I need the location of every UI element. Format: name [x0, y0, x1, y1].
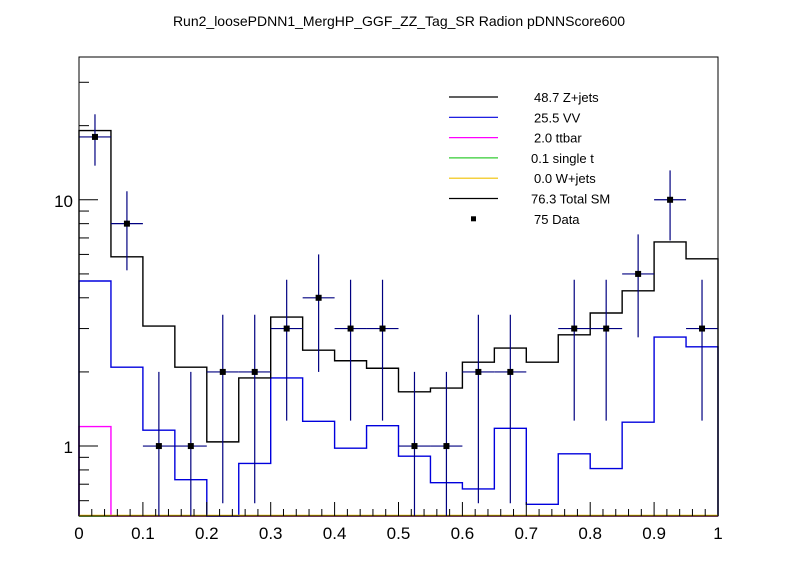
data-marker [251, 368, 258, 375]
data-point [174, 371, 207, 516]
x-tick-label: 0 [74, 524, 83, 543]
legend-label: 0.1 single t [531, 151, 594, 166]
data-point [302, 254, 335, 372]
legend-entry: 0.0 W+jets [449, 171, 596, 186]
data-marker [123, 220, 130, 227]
data-marker [667, 196, 674, 203]
data-marker [187, 443, 194, 450]
data-point [462, 314, 495, 504]
legend-label: 76.3 Total SM [531, 192, 610, 207]
data-marker [475, 368, 482, 375]
data-marker [91, 133, 98, 140]
data-point [686, 279, 718, 421]
data-point [558, 279, 591, 421]
legend-entry: 0.1 single t [449, 151, 594, 166]
data-point [334, 279, 367, 421]
legend-label: 48.7 Z+jets [534, 90, 599, 105]
x-tick-label: 0.9 [642, 524, 666, 543]
legend-label: 25.5 VV [534, 110, 581, 125]
data-marker [603, 325, 610, 332]
legend-marker [471, 216, 476, 222]
data-point [366, 279, 399, 421]
data-marker [283, 325, 290, 332]
data-point [654, 170, 687, 241]
data-marker [699, 325, 706, 332]
data-marker [219, 368, 226, 375]
x-tick-label: 0.3 [259, 524, 283, 543]
x-tick-label: 0.2 [195, 524, 219, 543]
legend-entry: 76.3 Total SM [449, 192, 610, 207]
data-point [142, 371, 175, 516]
data-marker [379, 325, 386, 332]
data-marker [635, 270, 642, 277]
x-tick-label: 0.6 [451, 524, 475, 543]
data-point [110, 191, 143, 271]
data-point [430, 371, 463, 516]
data-marker [347, 325, 354, 332]
hist-vv [78, 280, 719, 517]
legend-entry: 48.7 Z+jets [449, 90, 599, 105]
hist-total-sm [78, 129, 719, 516]
x-tick-label: 0.4 [323, 524, 347, 543]
legend-label: 2.0 ttbar [534, 131, 582, 146]
legend-entry: 2.0 ttbar [449, 131, 582, 146]
legend: 48.7 Z+jets 25.5 VV 2.0 ttbar 0.1 single t 0… [449, 90, 610, 227]
data-point [206, 314, 239, 504]
legend-label: 0.0 W+jets [534, 171, 596, 186]
data-marker [315, 294, 322, 301]
plot-area: 0 0.1 0.2 0.3 0.4 0.5 0.6 0.7 0.8 0.9 1 1 10 [54, 56, 723, 543]
data-point [622, 234, 655, 338]
legend-entry: 25.5 VV [449, 110, 581, 125]
data-point [270, 279, 303, 421]
x-tick-label: 0.5 [387, 524, 411, 543]
data-point [79, 114, 111, 166]
chart-title: Run2_loosePDNN1_MergHP_GGF_ZZ_Tag_SR Rad… [173, 13, 625, 29]
x-tick-label: 0.8 [578, 524, 602, 543]
data-point [494, 314, 527, 504]
y-tick-label: 10 [54, 192, 73, 211]
legend-label: 75 Data [534, 212, 580, 227]
x-tick-label: 0.1 [131, 524, 155, 543]
data-marker [507, 368, 514, 375]
data-marker [571, 325, 578, 332]
data-marker [443, 443, 450, 450]
data-point [590, 279, 623, 421]
data-marker [155, 443, 162, 450]
x-tick-label: 1 [713, 524, 722, 543]
data-point [238, 314, 271, 504]
legend-entry: 75 Data [471, 212, 580, 227]
data-point [398, 371, 431, 516]
x-tick-label: 0.7 [514, 524, 538, 543]
data-marker [411, 443, 418, 450]
y-tick-label: 1 [64, 438, 73, 457]
